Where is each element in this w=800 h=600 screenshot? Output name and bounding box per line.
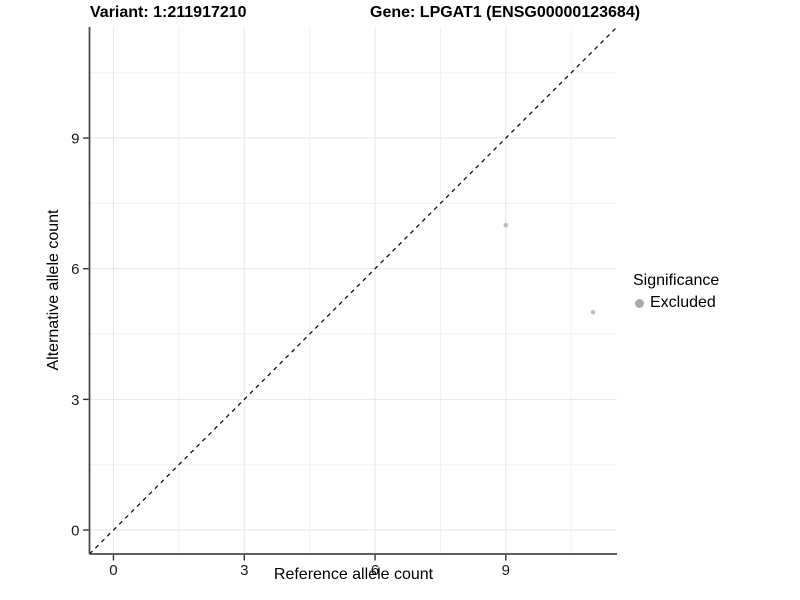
legend-point-swatch-icon	[635, 298, 644, 308]
identity-dashed-line	[89, 26, 618, 555]
legend-title: Significance	[633, 272, 720, 289]
data-point	[503, 222, 509, 228]
legend-entry-label: Excluded	[650, 294, 716, 311]
y-tick-label: 0	[71, 523, 79, 540]
legend-entry-excluded: Excluded	[635, 294, 719, 312]
data-point	[590, 309, 596, 315]
y-tick-label: 9	[71, 131, 79, 148]
x-tick-label: 6	[371, 562, 379, 579]
chart-title-variant: Variant: 1:211917210	[90, 4, 247, 21]
x-tick-label: 9	[502, 562, 510, 579]
y-tick-label: 3	[71, 392, 79, 409]
x-tick-label: 3	[240, 562, 248, 579]
chart-title-gene: Gene: LPGAT1 (ENSG00000123684)	[370, 4, 641, 21]
x-tick-label: 0	[109, 562, 117, 579]
x-axis-label: Reference allele count	[273, 566, 434, 583]
legend: Significance Excluded	[633, 272, 719, 312]
y-tick-label: 6	[71, 261, 79, 278]
